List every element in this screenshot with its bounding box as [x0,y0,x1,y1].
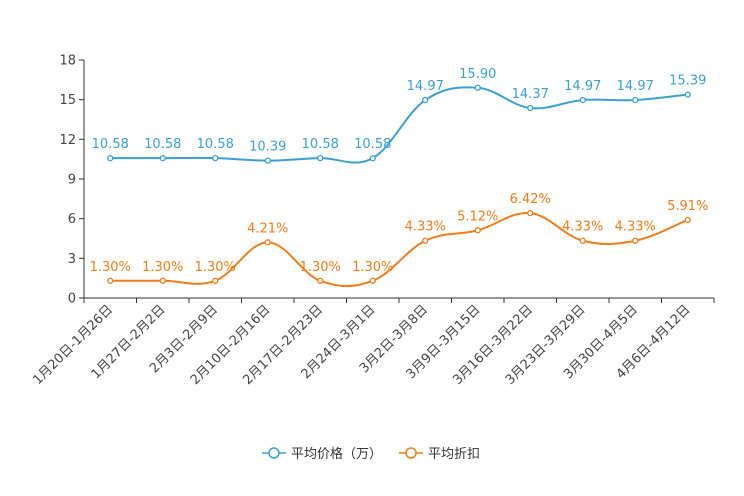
data-point[interactable] [159,154,166,162]
legend-label: 平均价格（万） [291,446,382,462]
data-point[interactable] [684,91,691,98]
legend-item-1[interactable]: 平均折扣 [399,447,480,462]
data-point[interactable] [159,277,166,284]
data-point[interactable] [212,154,219,162]
data-point[interactable] [317,277,324,284]
data-label: 5.12% [457,209,498,224]
y-tick-label: 9 [68,173,76,188]
data-label: 6.42% [510,192,551,207]
data-point[interactable] [107,154,114,162]
data-point[interactable] [632,237,639,244]
y-tick-label: 18 [59,54,76,69]
y-tick-label: 0 [68,292,76,307]
series-points [107,84,691,284]
data-label: 4.21% [247,221,288,236]
data-label: 4.33% [562,220,603,235]
data-point[interactable] [579,96,586,104]
chart-axes: 03691215181月20日-1月26日1月27日-2月2日2月3日-2月9日… [30,54,715,388]
data-label: 5.91% [667,199,708,214]
data-label: 10.58 [302,137,339,152]
data-point[interactable] [474,84,481,91]
data-label: 4.33% [405,220,446,235]
data-label: 10.58 [354,137,391,152]
y-tick-label: 3 [68,252,76,267]
data-point[interactable] [422,237,429,244]
y-tick-label: 15 [59,93,76,108]
data-point[interactable] [212,277,219,284]
data-label: 1.30% [195,260,236,275]
legend-marker-icon [405,447,417,459]
data-point[interactable] [264,239,271,246]
data-label: 1.30% [142,260,183,275]
data-label: 10.39 [249,140,286,155]
data-point[interactable] [527,104,534,112]
data-label: 10.58 [197,137,234,152]
data-label: 1.30% [352,260,393,275]
legend-item-0[interactable]: 平均价格（万） [262,446,382,462]
y-tick-label: 12 [59,133,76,148]
y-tick-label: 6 [68,212,76,227]
data-label: 1.30% [90,260,131,275]
data-point[interactable] [369,277,376,284]
data-point[interactable] [422,96,429,104]
series-data-labels: 10.58 10.58 10.58 10.39 10.58 10.58 14.97 15.90… [90,67,709,275]
data-label: 15.39 [669,74,706,89]
data-label: 15.90 [459,67,496,82]
data-label: 1.30% [300,260,341,275]
data-point[interactable] [474,227,481,234]
data-label: 14.97 [617,79,654,94]
data-point[interactable] [107,277,114,284]
data-point[interactable] [527,209,534,217]
data-point[interactable] [369,154,376,162]
data-point[interactable] [317,154,324,162]
data-label: 4.33% [615,220,656,235]
data-point[interactable] [632,96,639,104]
data-label: 10.58 [92,137,129,152]
chart-legend[interactable]: 平均价格（万） 平均折扣 [262,446,480,462]
legend-label: 平均折扣 [428,447,480,462]
data-point[interactable] [264,157,271,164]
series-lines [110,86,689,288]
data-label: 14.97 [564,79,601,94]
data-point[interactable] [579,237,586,244]
data-point[interactable] [684,216,691,224]
data-label: 14.97 [407,79,444,94]
data-label: 14.37 [512,87,549,102]
data-label: 10.58 [144,137,181,152]
legend-marker-icon [268,447,280,459]
